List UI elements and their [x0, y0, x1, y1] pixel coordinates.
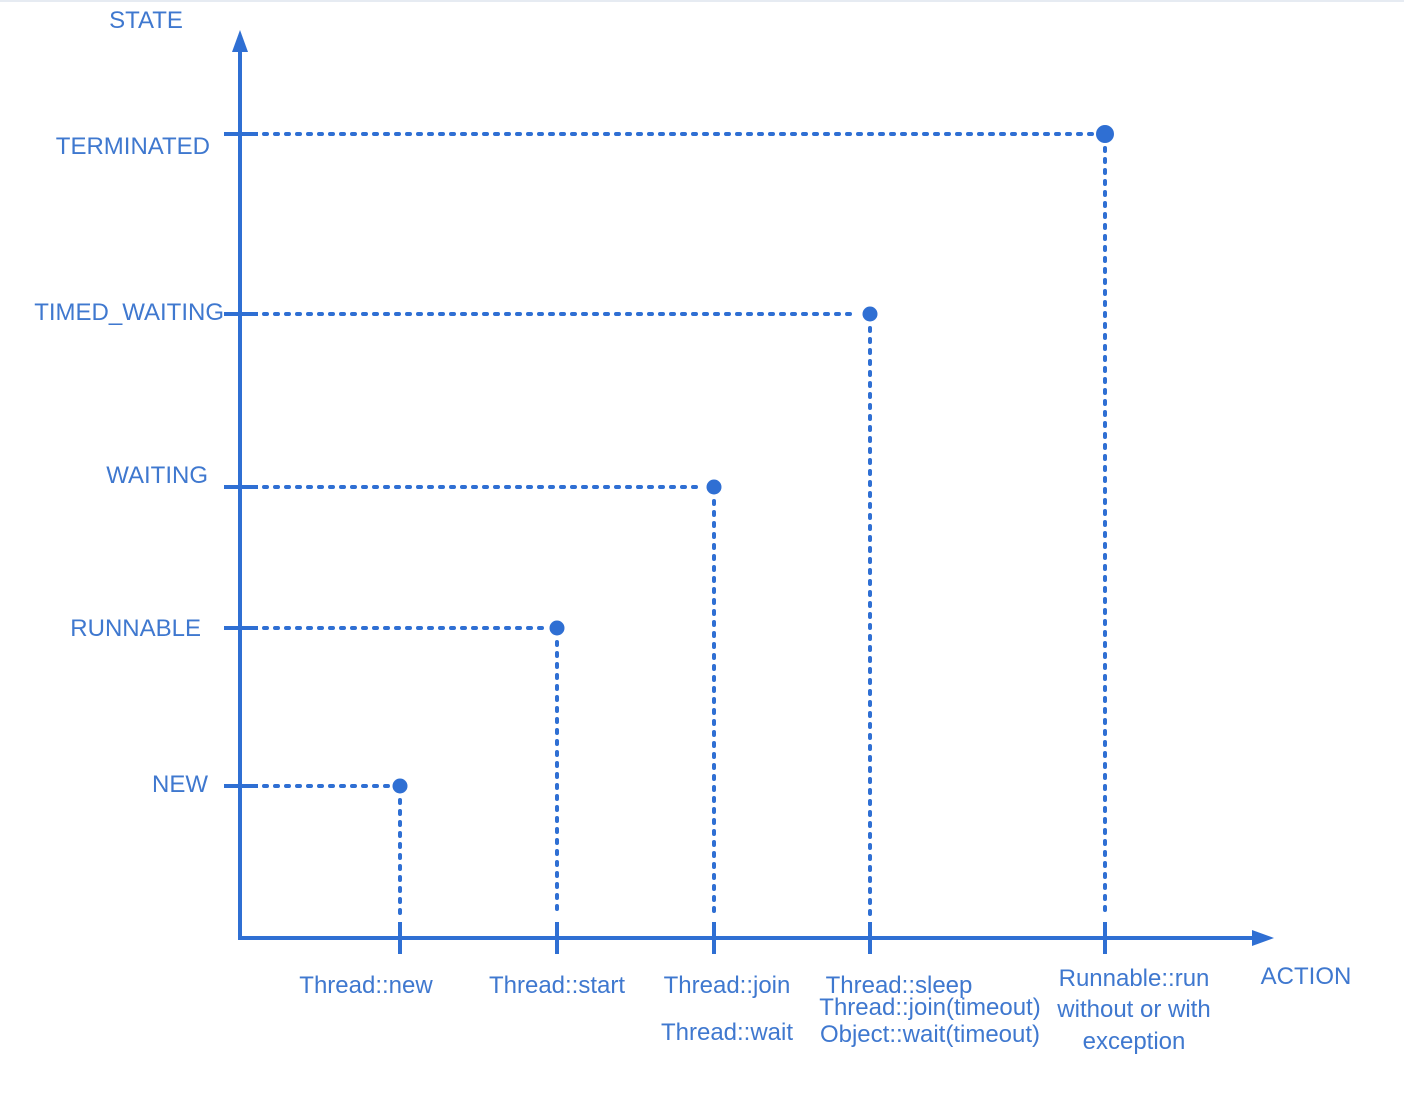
state-label-new: NEW [152, 771, 208, 798]
action-label-object-wait-timeout: Object::wait(timeout) [820, 1021, 1040, 1048]
state-point-runnable [549, 620, 565, 636]
state-label-runnable: RUNNABLE [70, 615, 201, 642]
action-label-thread-sleep: Thread::sleep [826, 972, 973, 999]
action-label-exception: exception [1083, 1028, 1186, 1055]
state-point-terminated [1096, 125, 1114, 143]
chart-marks [224, 125, 1114, 954]
top-border [0, 0, 1404, 2]
action-label-thread-join: Thread::join [664, 972, 791, 999]
x-axis-arrow [1252, 930, 1274, 946]
y-axis-arrow [232, 30, 248, 52]
y-axis-title: STATE [109, 7, 183, 34]
action-label-thread-start: Thread::start [489, 972, 625, 999]
state-point-waiting [706, 479, 722, 495]
action-label-thread-new: Thread::new [299, 972, 433, 999]
state-label-waiting: WAITING [106, 462, 208, 489]
action-label-thread-join-timeout: Thread::join(timeout) [819, 994, 1040, 1021]
action-label-runnable-run: Runnable::run [1059, 965, 1210, 992]
state-point-timed-waiting [862, 306, 878, 322]
action-label-thread-wait: Thread::wait [661, 1019, 793, 1046]
state-label-timed-waiting: TIMED_WAITING [34, 299, 224, 326]
state-label-terminated: TERMINATED [56, 133, 210, 160]
state-point-new [392, 778, 408, 794]
x-axis-title: ACTION [1261, 963, 1352, 990]
action-label-without-or-with: without or with [1056, 996, 1210, 1023]
